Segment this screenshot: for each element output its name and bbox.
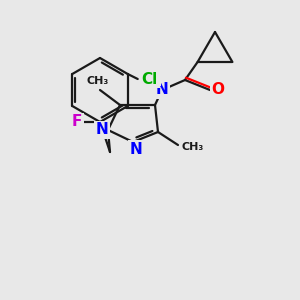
Text: N: N bbox=[96, 122, 108, 137]
Text: CH₃: CH₃ bbox=[181, 142, 203, 152]
Text: O: O bbox=[212, 82, 224, 97]
Text: Cl: Cl bbox=[142, 71, 158, 86]
Text: N: N bbox=[156, 82, 168, 98]
Text: N: N bbox=[130, 142, 142, 157]
Text: CH₃: CH₃ bbox=[87, 76, 109, 86]
Text: H: H bbox=[149, 71, 159, 85]
Text: F: F bbox=[72, 115, 82, 130]
